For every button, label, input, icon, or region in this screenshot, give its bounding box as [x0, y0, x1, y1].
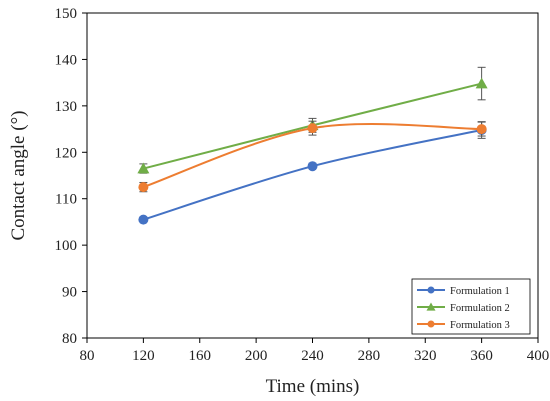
- y-tick-label: 110: [55, 192, 77, 208]
- legend-item: Formulation 1: [417, 286, 510, 297]
- x-tick-label: 200: [245, 348, 268, 364]
- y-tick-label: 100: [55, 238, 78, 254]
- x-tick-label: 360: [470, 348, 493, 364]
- legend-label: Formulation 2: [450, 303, 510, 314]
- series-layer: [137, 66, 488, 225]
- legend-marker: [427, 320, 435, 328]
- x-tick-label: 80: [80, 348, 95, 364]
- series-3: [138, 120, 487, 193]
- legend-item: Formulation 2: [417, 302, 510, 314]
- y-tick-label: 150: [55, 6, 78, 22]
- x-axis-title: Time (mins): [266, 376, 360, 397]
- y-tick-label: 120: [55, 145, 78, 161]
- x-tick-label: 160: [189, 348, 212, 364]
- data-point: [307, 123, 318, 134]
- y-axis: 80 90 100 110 120 130 140 150: [55, 6, 87, 347]
- x-tick-label: 240: [301, 348, 324, 364]
- legend-item: Formulation 3: [417, 320, 510, 331]
- legend-marker: [427, 286, 435, 294]
- y-axis-title: Contact angle (°): [8, 111, 29, 241]
- y-tick-label: 90: [62, 285, 77, 301]
- x-tick-label: 320: [414, 348, 437, 364]
- legend-marker: [426, 302, 436, 311]
- series-line: [143, 129, 482, 221]
- y-tick-label: 80: [62, 331, 77, 347]
- data-point: [307, 161, 318, 172]
- legend-label: Formulation 1: [450, 286, 510, 297]
- x-tick-label: 120: [132, 348, 155, 364]
- legend-label: Formulation 3: [450, 320, 510, 331]
- x-axis: 80 120 160 200 240 280 320 360 400: [80, 338, 550, 364]
- series-1: [138, 121, 487, 225]
- series-2: [137, 66, 488, 174]
- x-tick-label: 400: [527, 348, 550, 364]
- y-tick-label: 130: [55, 99, 78, 115]
- data-point: [138, 214, 149, 225]
- data-point: [475, 77, 488, 89]
- data-point: [138, 182, 149, 193]
- data-point: [476, 124, 487, 135]
- x-tick-label: 280: [358, 348, 381, 364]
- y-tick-label: 140: [55, 52, 78, 68]
- data-point: [137, 162, 150, 174]
- legend: Formulation 1 Formulation 2 Formulation 3: [411, 278, 531, 335]
